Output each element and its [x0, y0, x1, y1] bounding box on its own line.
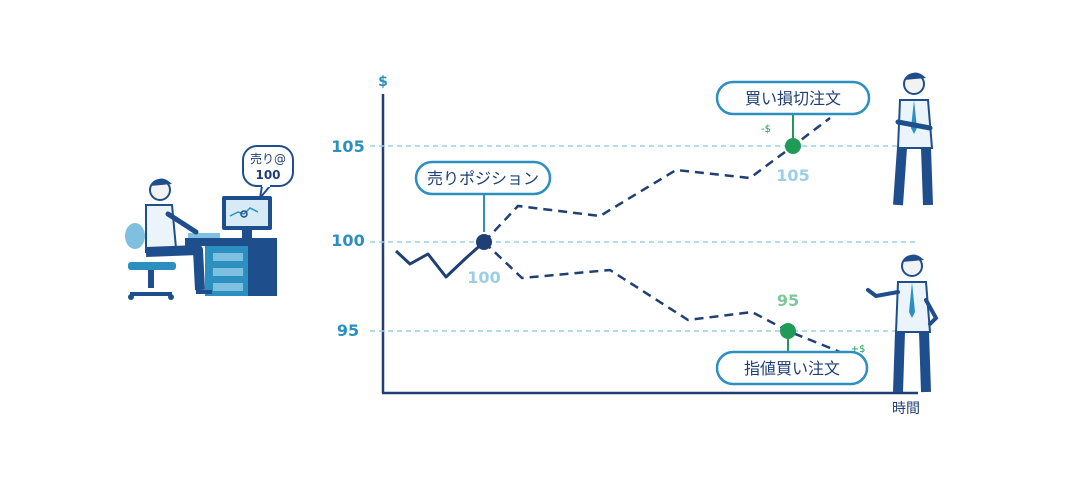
trader-bubble-line2: 100: [255, 168, 280, 182]
y-axis-unit: $: [378, 74, 388, 90]
y-tick-105: 105: [331, 137, 364, 156]
sell-position-callout: 売りポジション: [414, 160, 552, 232]
stop-loss-sign: -$: [761, 124, 771, 135]
businessman-arms-crossed: [893, 72, 934, 206]
buy-limit-label: 指値買い注文: [744, 359, 840, 378]
y-tick-100: 100: [331, 231, 364, 250]
sell-position-label: 売りポジション: [427, 169, 539, 188]
buy-stop-label: 買い損切注文: [745, 89, 841, 108]
reference-lines: [370, 145, 916, 332]
trader-bubble-line1: 売り@: [250, 151, 286, 166]
x-axis-label: 時間: [892, 401, 920, 417]
stop-point-marker: [785, 138, 801, 154]
buy-stop-callout: 買い損切注文: [715, 80, 871, 138]
y-tick-95: 95: [337, 321, 359, 340]
entry-value-label: 100: [467, 268, 500, 287]
trader-speech-bubble: 売り@ 100: [242, 145, 294, 199]
businessman-gesturing: [866, 254, 939, 393]
trader-at-desk-illustration: [125, 178, 277, 300]
limit-point-marker: [780, 323, 796, 339]
limit-value-label: 95: [777, 291, 799, 310]
chart-axes: $ 時間: [378, 74, 920, 417]
limit-profit-sign: +$: [851, 344, 866, 355]
historical-price-line: [394, 240, 485, 279]
stop-value-label: 105: [776, 166, 809, 185]
buy-limit-callout: 指値買い注文: [715, 339, 869, 386]
entry-point-marker: [476, 234, 492, 250]
